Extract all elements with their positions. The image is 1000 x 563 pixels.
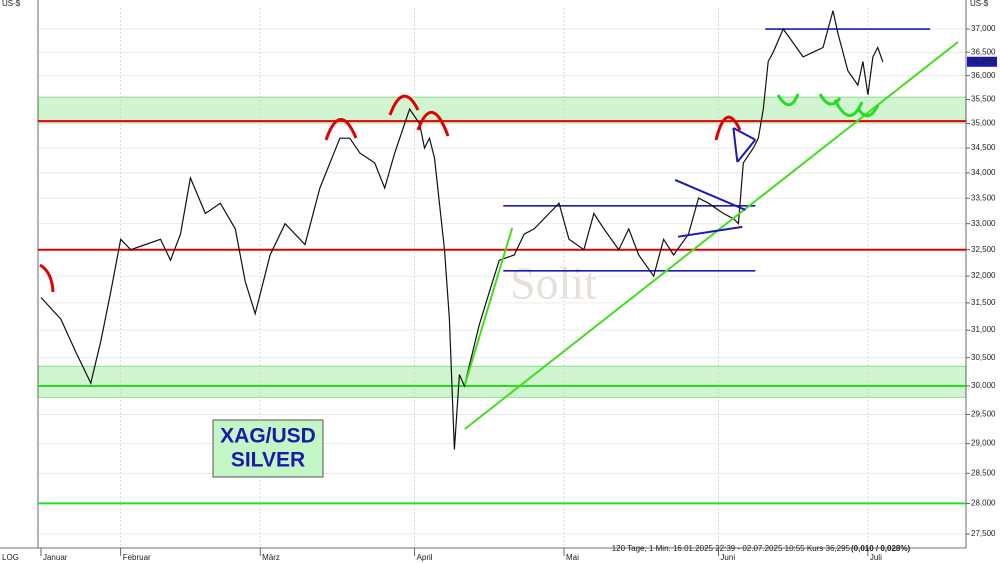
unit-label: US-$ (970, 0, 989, 8)
box-title: SILVER (231, 449, 305, 472)
y-tick-label: 34,500 (971, 143, 996, 152)
y-tick-label: 32,500 (971, 245, 996, 254)
support-band (37, 365, 967, 398)
y-tick-label: 36,000 (971, 71, 996, 80)
y-tick-label: 30,500 (971, 353, 996, 362)
arc (776, 93, 800, 107)
trend-line (677, 225, 743, 238)
support-band (37, 96, 967, 124)
arc (833, 99, 864, 117)
y-tick-label: 32,000 (971, 271, 996, 280)
last-price-box (967, 56, 997, 67)
x-tick-label: Mai (566, 553, 579, 562)
x-tick-label: April (417, 553, 433, 562)
trend-line (674, 179, 746, 211)
footer-info: (0,010 / 0,028%) (851, 544, 910, 553)
arc (388, 94, 420, 116)
arc (324, 118, 358, 141)
x-tick-label: Januar (43, 553, 68, 562)
trend-line (732, 127, 756, 141)
y-tick-label: 27,500 (971, 529, 996, 538)
arc (39, 263, 55, 293)
arc (416, 110, 450, 137)
y-tick-label: 29,000 (971, 439, 996, 448)
title-box (212, 419, 324, 478)
y-tick-label: 35,000 (971, 119, 996, 128)
footer-info: 120 Tage, 1 Min. 16.01.2025 22:39 - 02.0… (612, 544, 851, 553)
price-line (40, 10, 884, 450)
y-tick-label: 33,500 (971, 193, 996, 202)
pattern-arcs (39, 93, 880, 293)
y-tick-label: 30,000 (971, 381, 996, 390)
arc (818, 93, 842, 106)
last-price-label: 36,295 (970, 57, 995, 66)
y-tick-label: 31,000 (971, 325, 996, 334)
y-tick-label: 28,000 (971, 498, 996, 507)
unit-label: US-$ (2, 0, 21, 8)
x-tick-label: März (262, 553, 280, 562)
x-tick-label: Juni (720, 553, 735, 562)
y-tick-label: 29,500 (971, 410, 996, 419)
x-tick-label: Februar (123, 553, 151, 562)
y-tick-label: 31,500 (971, 298, 996, 307)
trend-line (463, 227, 514, 386)
arc (856, 104, 880, 118)
y-tick-label: 37,000 (971, 24, 996, 33)
y-tick-label: 34,000 (971, 168, 996, 177)
y-tick-label: 36,500 (971, 47, 996, 56)
watermark: Solit (510, 258, 597, 309)
trend-line (732, 127, 739, 163)
y-tick-label: 35,500 (971, 95, 996, 104)
trend-line (736, 139, 757, 163)
y-tick-label: 28,500 (971, 468, 996, 477)
box-title: XAG/USD (220, 425, 316, 448)
x-tick-label: Juli (870, 553, 882, 562)
scale-label: LOG (2, 553, 19, 562)
y-tick-label: 33,000 (971, 219, 996, 228)
arc (714, 115, 742, 141)
